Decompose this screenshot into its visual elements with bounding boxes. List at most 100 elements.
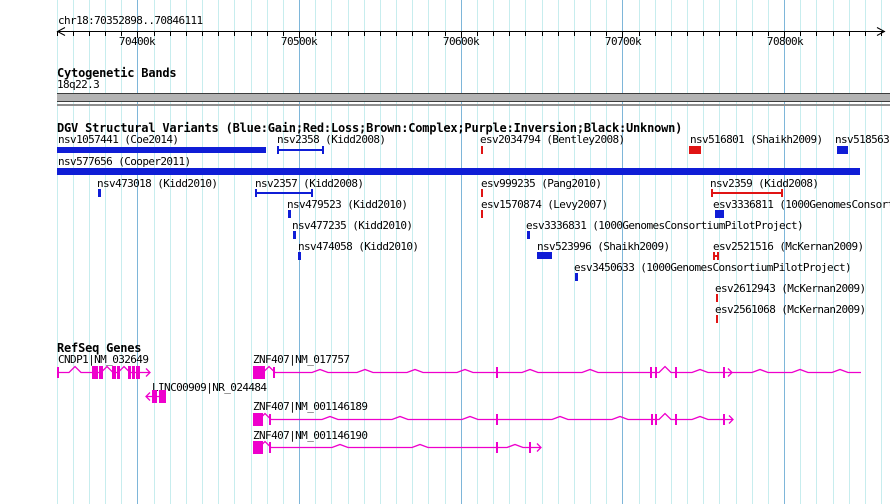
variant-label[interactable]: esv2612943 (McKernan2009)	[715, 282, 866, 295]
variant-label[interactable]: nsv2359 (Kidd2008)	[710, 177, 819, 190]
gridline-minor	[250, 0, 252, 504]
variant-mark[interactable]	[716, 315, 718, 323]
gene-strand-right-arrow-icon	[536, 443, 542, 452]
variant-label[interactable]: nsv473018 (Kidd2010)	[97, 177, 218, 190]
ruler-tick	[444, 31, 446, 36]
variant-label[interactable]: esv999235 (Pang2010)	[481, 177, 602, 190]
variant-mark[interactable]	[481, 210, 483, 218]
gridline-minor	[703, 0, 705, 504]
gridline-minor	[121, 0, 123, 504]
ruler-tick	[185, 31, 187, 36]
variant-label[interactable]: nsv577656 (Cooper2011)	[58, 155, 191, 168]
gridline-minor	[816, 0, 818, 504]
ruler-tick-label: 70600k	[442, 35, 480, 48]
gene-exon-tick	[675, 367, 677, 378]
ruler-tick	[573, 31, 575, 36]
gene-label[interactable]: ZNF407|NM_017757	[253, 353, 350, 366]
variant-label[interactable]: esv3336811 (1000GenomesConsortiumPilotPr…	[713, 198, 890, 211]
variant-label[interactable]: esv2561068 (McKernan2009)	[715, 303, 866, 316]
gridline-minor	[590, 0, 592, 504]
gene-strand-right-arrow-icon	[145, 368, 151, 377]
cytoband-bar[interactable]	[57, 93, 890, 102]
gene-exon-box	[253, 366, 265, 379]
variant-label[interactable]: nsv474058 (Kidd2010)	[298, 240, 419, 253]
variant-mark[interactable]	[57, 147, 266, 153]
variant-range-mark[interactable]	[711, 189, 783, 197]
gridline-minor	[800, 0, 802, 504]
variant-mark[interactable]	[837, 146, 848, 154]
ruler-tick	[638, 31, 640, 36]
variant-label[interactable]: esv3336831 (1000GenomesConsortiumPilotPr…	[526, 219, 804, 232]
gene-exon-tick	[529, 442, 531, 453]
gridline-minor	[606, 0, 608, 504]
gridline-minor	[687, 0, 689, 504]
gridline-minor	[363, 0, 365, 504]
gridline-minor	[347, 0, 349, 504]
ruler-tick	[767, 31, 769, 36]
gridline-minor	[573, 0, 575, 504]
variant-mark[interactable]	[481, 189, 483, 197]
ruler-tick	[670, 31, 672, 36]
variant-label[interactable]: esv2034794 (Bentley2008)	[480, 133, 625, 146]
gridline-minor	[638, 0, 640, 504]
variant-mark[interactable]	[57, 168, 860, 175]
ruler-tick	[654, 31, 656, 36]
ruler-tick	[719, 31, 721, 36]
variant-range-line	[279, 149, 322, 151]
ruler-tick	[493, 31, 495, 36]
ruler-tick	[816, 31, 818, 36]
variant-mark[interactable]	[575, 273, 578, 281]
variant-label[interactable]: esv2521516 (McKernan2009)	[713, 240, 864, 253]
gene-label[interactable]: ZNF407|NM_001146189	[253, 400, 368, 413]
variant-mark[interactable]	[298, 252, 301, 260]
gene-exon-box	[253, 441, 263, 454]
ruler-tick	[347, 31, 349, 36]
ruler-tick-label: 70400k	[118, 35, 156, 48]
ruler-tick	[250, 31, 252, 36]
gridline-minor	[444, 0, 446, 504]
gene-label[interactable]: LINC00909|NR_024484	[152, 381, 267, 394]
gene-exon-tick	[650, 367, 652, 378]
variant-label[interactable]: nsv1057441 (Coe2014)	[58, 133, 179, 146]
variant-label[interactable]: nsv2358 (Kidd2008)	[277, 133, 386, 146]
ruler-tick	[88, 31, 90, 36]
ruler-tick	[525, 31, 527, 36]
variant-range-mark[interactable]	[277, 146, 324, 154]
gridline-minor	[379, 0, 381, 504]
variant-mark[interactable]	[715, 210, 724, 218]
ruler-tick	[622, 31, 624, 38]
variant-label[interactable]: nsv2357 (Kidd2008)	[255, 177, 364, 190]
variant-mark[interactable]	[689, 146, 701, 154]
variant-mark[interactable]	[288, 210, 291, 218]
gene-label[interactable]: ZNF407|NM_001146190	[253, 429, 368, 442]
cytogenetic-track-title: Cytogenetic Bands	[57, 66, 177, 80]
ruler-tick	[153, 31, 155, 36]
variant-label[interactable]: nsv477235 (Kidd2010)	[292, 219, 413, 232]
gene-exon-tick	[496, 414, 498, 425]
variant-label[interactable]: nsv523996 (Shaikh2009)	[537, 240, 670, 253]
ruler-tick-label: 70500k	[280, 35, 318, 48]
gene-model[interactable]	[57, 365, 151, 379]
variant-label[interactable]: esv3450633 (1000GenomesConsortiumPilotPr…	[574, 261, 852, 274]
gene-exon-tick	[273, 367, 275, 378]
variant-mark[interactable]	[537, 252, 552, 259]
cytoband-label[interactable]: 18q22.3	[57, 78, 100, 91]
variant-mark[interactable]	[716, 294, 718, 302]
variant-mark[interactable]	[481, 146, 483, 154]
ruler-tick	[557, 31, 559, 36]
variant-label[interactable]: nsv479523 (Kidd2010)	[287, 198, 408, 211]
variant-mark[interactable]	[293, 231, 296, 239]
ruler-tick	[590, 31, 592, 36]
variant-mark[interactable]	[527, 231, 530, 239]
variant-range-mark[interactable]	[713, 252, 719, 260]
gridline-minor	[202, 0, 204, 504]
variant-label[interactable]: esv1570874 (Levy2007)	[481, 198, 608, 211]
variant-label[interactable]: nsv516801 (Shaikh2009)	[690, 133, 823, 146]
variant-label[interactable]: nsv518563	[835, 133, 890, 146]
variant-range-mark[interactable]	[255, 189, 313, 197]
gene-exon-box	[132, 366, 135, 379]
variant-mark[interactable]	[98, 189, 101, 197]
gene-exon-tick	[651, 414, 653, 425]
ruler-tick	[396, 31, 398, 36]
gene-label[interactable]: CNDP1|NM_032649	[58, 353, 149, 366]
